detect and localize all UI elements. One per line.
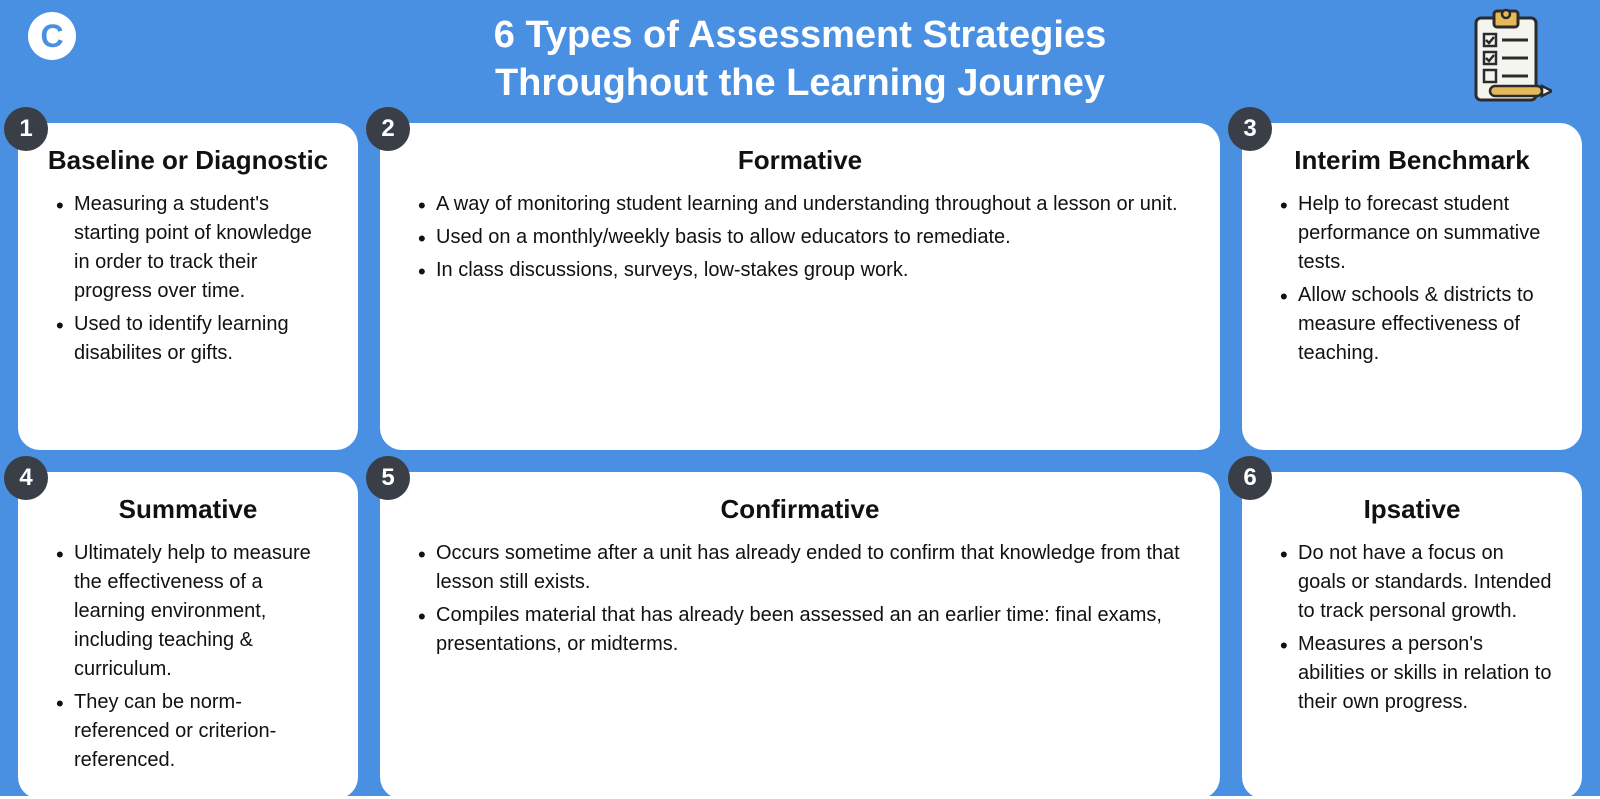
bullet-item: Ultimately help to measure the effective… [52, 539, 330, 684]
card-interim: 3 Interim Benchmark Help to forecast stu… [1242, 123, 1582, 450]
card-number-badge: 5 [366, 456, 410, 500]
card-bullets: Help to forecast student performance on … [1270, 190, 1554, 368]
bullet-item: A way of monitoring student learning and… [414, 190, 1192, 219]
logo-badge: C [28, 12, 76, 60]
card-number-badge: 1 [4, 107, 48, 151]
bullet-item: Do not have a focus on goals or standard… [1276, 539, 1554, 626]
card-number-badge: 3 [1228, 107, 1272, 151]
card-title: Summative [46, 494, 330, 525]
card-title: Baseline or Diagnostic [46, 145, 330, 176]
card-confirmative: 5 Confirmative Occurs sometime after a u… [380, 472, 1220, 799]
bullet-item: In class discussions, surveys, low-stake… [414, 256, 1192, 285]
card-title: Formative [408, 145, 1192, 176]
card-title: Ipsative [1270, 494, 1554, 525]
bullet-item: They can be norm-referenced or criterion… [52, 688, 330, 775]
card-baseline: 1 Baseline or Diagnostic Measuring a stu… [18, 123, 358, 450]
bullet-item: Measuring a student's starting point of … [52, 190, 330, 306]
cards-grid: 1 Baseline or Diagnostic Measuring a stu… [18, 123, 1582, 799]
card-title: Interim Benchmark [1270, 145, 1554, 176]
bullet-item: Allow schools & districts to measure eff… [1276, 281, 1554, 368]
card-ipsative: 6 Ipsative Do not have a focus on goals … [1242, 472, 1582, 799]
bullet-item: Used to identify learning disabilites or… [52, 310, 330, 368]
card-summative: 4 Summative Ultimately help to measure t… [18, 472, 358, 799]
card-number-badge: 2 [366, 107, 410, 151]
card-number-badge: 6 [1228, 456, 1272, 500]
page-title: 6 Types of Assessment Strategies Through… [58, 12, 1542, 107]
card-bullets: Measuring a student's starting point of … [46, 190, 330, 368]
header: C 6 Types of Assessment Strategies Throu… [18, 12, 1582, 107]
card-title: Confirmative [408, 494, 1192, 525]
card-bullets: Ultimately help to measure the effective… [46, 539, 330, 775]
bullet-item: Compiles material that has already been … [414, 601, 1192, 659]
clipboard-icon [1462, 8, 1552, 113]
bullet-item: Occurs sometime after a unit has already… [414, 539, 1192, 597]
card-number-badge: 4 [4, 456, 48, 500]
card-bullets: Occurs sometime after a unit has already… [408, 539, 1192, 659]
card-bullets: Do not have a focus on goals or standard… [1270, 539, 1554, 717]
bullet-item: Help to forecast student performance on … [1276, 190, 1554, 277]
title-line-1: 6 Types of Assessment Strategies [494, 14, 1106, 56]
card-bullets: A way of monitoring student learning and… [408, 190, 1192, 285]
bullet-item: Measures a person's abilities or skills … [1276, 630, 1554, 717]
bullet-item: Used on a monthly/weekly basis to allow … [414, 223, 1192, 252]
infographic-container: C 6 Types of Assessment Strategies Throu… [0, 0, 1600, 796]
title-line-2: Throughout the Learning Journey [495, 62, 1105, 104]
card-formative: 2 Formative A way of monitoring student … [380, 123, 1220, 450]
